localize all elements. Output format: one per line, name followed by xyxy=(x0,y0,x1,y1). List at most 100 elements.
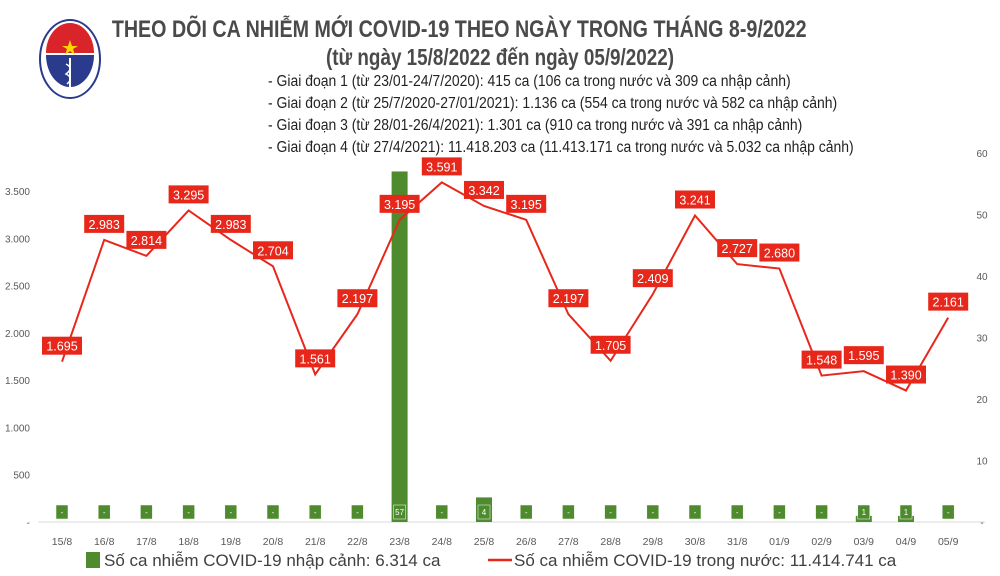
bar-data-label: - xyxy=(778,508,781,517)
legend-line-label: Số ca nhiễm COVID-19 trong nước: 11.414.… xyxy=(514,551,897,570)
chart-subtitle: (từ ngày 15/8/2022 đến ngày 05/9/2022) xyxy=(325,44,675,70)
bar-data-label: - xyxy=(272,508,275,517)
bar-data-label: - xyxy=(525,508,528,517)
bar-label-box xyxy=(899,504,913,520)
bar-data-label: - xyxy=(61,508,64,517)
bar-label-box xyxy=(773,504,786,520)
ministry-of-health-logo xyxy=(39,19,101,99)
x-axis-tick: 22/8 xyxy=(347,536,368,548)
bar-label-box xyxy=(182,504,195,520)
line-label-box xyxy=(464,180,504,199)
right-axis-tick: 50 xyxy=(976,211,988,222)
x-axis-tick: 04/9 xyxy=(896,536,917,548)
line-label-box xyxy=(759,243,800,262)
line-label-box xyxy=(506,194,547,213)
line-label-box xyxy=(337,289,378,308)
line-data-label: 3.342 xyxy=(468,184,499,198)
x-axis-tick: 19/8 xyxy=(221,536,242,548)
bar-data-label: - xyxy=(440,508,443,517)
bar-label-box xyxy=(393,504,406,520)
left-axis-tick: 1.000 xyxy=(5,423,30,434)
x-axis-tick: 16/8 xyxy=(94,536,115,548)
line-data-label: 1.705 xyxy=(595,339,626,353)
line-label-box xyxy=(126,230,167,249)
bar-data-label: - xyxy=(356,508,359,517)
x-axis-tick: 21/8 xyxy=(305,536,326,548)
bar-label-box xyxy=(224,504,238,520)
bar-label-box xyxy=(308,504,322,520)
line-data-label: 2.197 xyxy=(342,292,373,306)
bar-label-box xyxy=(435,504,449,520)
x-axis-tick: 20/8 xyxy=(263,536,284,548)
line-data-label: 1.561 xyxy=(300,352,331,366)
left-axis-tick: 2.500 xyxy=(5,282,30,293)
left-axis-tick: 500 xyxy=(13,471,30,482)
bar-label-box xyxy=(519,504,533,520)
line-label-box xyxy=(379,194,420,213)
bar-label-box xyxy=(140,504,153,520)
x-axis-tick: 24/8 xyxy=(432,536,453,548)
bar-data-label: - xyxy=(947,508,950,517)
line-data-label: 2.814 xyxy=(131,234,162,248)
line-label-box xyxy=(886,365,926,384)
x-axis-tick: 17/8 xyxy=(136,536,157,548)
right-axis-tick: 60 xyxy=(976,149,988,160)
line-label-box xyxy=(421,157,462,176)
bar-label-box xyxy=(815,504,828,520)
bar-data-label: 57 xyxy=(395,508,404,517)
x-axis-tick: 01/9 xyxy=(769,536,790,548)
x-axis-tick: 25/8 xyxy=(474,536,495,548)
line-data-label: 1.390 xyxy=(890,369,921,383)
legend-bar-label: Số ca nhiễm COVID-19 nhập cảnh: 6.314 ca xyxy=(104,551,441,570)
legend-bar-swatch xyxy=(86,552,100,568)
line-data-label: 1.695 xyxy=(46,340,77,354)
line-data-label: 3.295 xyxy=(173,188,204,202)
x-axis-tick: 05/9 xyxy=(938,536,959,548)
right-axis-tick: 20 xyxy=(976,395,988,406)
bar-data-label: - xyxy=(820,508,823,517)
x-axis-tick: 29/8 xyxy=(643,536,664,548)
line-data-label: 2.409 xyxy=(637,272,668,286)
note-phase-4: - Giai đoạn 4 (từ 27/4/2021): 11.418.203… xyxy=(268,139,854,156)
right-axis-tick: 40 xyxy=(976,272,988,283)
bar-data-label: 1 xyxy=(862,508,867,517)
bar-data-label: - xyxy=(314,508,317,517)
line-data-label: 2.727 xyxy=(722,242,753,256)
bar-data-label: - xyxy=(694,508,697,517)
bar-label-box xyxy=(562,504,575,520)
bar-data-label: - xyxy=(145,508,148,517)
bar-label-box xyxy=(941,504,955,520)
line-label-box xyxy=(632,269,673,288)
line-label-box xyxy=(675,190,715,209)
x-axis-tick: 31/8 xyxy=(727,536,748,548)
line-data-label: 3.241 xyxy=(679,193,710,207)
line-label-box xyxy=(843,346,884,365)
x-axis-tick: 02/9 xyxy=(811,536,832,548)
bar-label-box xyxy=(266,504,280,520)
x-axis-tick: 27/8 xyxy=(558,536,579,548)
line-label-box xyxy=(801,350,842,369)
bar-label-box xyxy=(857,504,871,520)
bar-data-label: - xyxy=(567,508,570,517)
line-label-box xyxy=(84,214,125,233)
x-axis-tick: 03/9 xyxy=(854,536,875,548)
left-axis-tick: 3.000 xyxy=(5,234,30,245)
line-label-box xyxy=(168,185,209,204)
bar-data-label: 4 xyxy=(482,508,487,517)
bar-label-box xyxy=(477,504,491,520)
bar-data-label: - xyxy=(651,508,654,517)
left-axis-tick: - xyxy=(27,518,30,529)
bar-label-box xyxy=(688,504,702,520)
line-label-box xyxy=(42,336,82,355)
line-label-box xyxy=(590,335,631,354)
left-axis-tick: 2.000 xyxy=(5,329,30,340)
bar-data-label: - xyxy=(609,508,612,517)
bar-data-label: - xyxy=(103,508,106,517)
line-label-box xyxy=(548,289,589,308)
line-data-label: 3.195 xyxy=(384,198,415,212)
line-data-label: 2.680 xyxy=(764,247,795,261)
right-axis-tick: 30 xyxy=(976,334,988,345)
line-data-label: 2.983 xyxy=(215,218,246,232)
